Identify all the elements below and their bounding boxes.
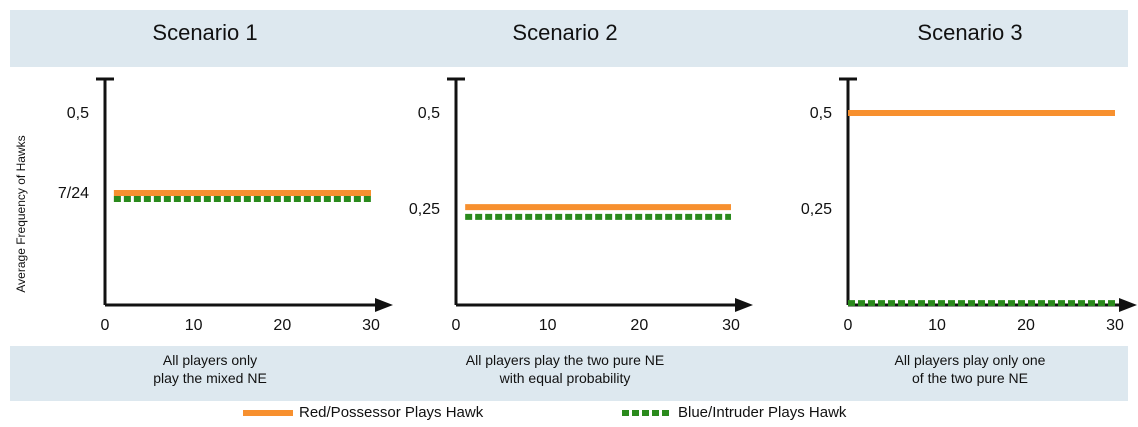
panel-title-3: Scenario 3 xyxy=(917,20,1023,45)
panel-title-1: Scenario 1 xyxy=(152,20,258,45)
x-tick-label: 10 xyxy=(539,317,557,334)
x-tick-label: 20 xyxy=(273,317,291,334)
legend-label-red: Red/Possessor Plays Hawk xyxy=(299,404,484,421)
y-tick-label: 7/24 xyxy=(58,185,89,202)
y-tick-label: 0,5 xyxy=(810,105,832,122)
panel-caption-2: All players play the two pure NE with eq… xyxy=(395,351,735,387)
panel-caption-1: All players only play the mixed NE xyxy=(40,351,380,387)
caption-line: with equal probability xyxy=(499,370,631,386)
chart-panel-1: 0 10 20 30 7/24 0,5 xyxy=(58,77,393,334)
legend: Red/Possessor Plays Hawk Blue/Intruder P… xyxy=(0,404,1138,427)
y-tick-label: 0,25 xyxy=(801,201,832,218)
chart-panel-2: 0 10 20 30 0,25 0,5 xyxy=(409,77,753,334)
legend-item-red: Red/Possessor Plays Hawk xyxy=(243,404,483,421)
x-tick-label: 30 xyxy=(362,317,380,334)
legend-swatch-green xyxy=(622,409,672,416)
title-band xyxy=(10,10,1128,67)
x-tick-label: 30 xyxy=(722,317,740,334)
chart-panel-3: 0 10 20 30 0,25 0,5 xyxy=(801,77,1137,334)
x-tick-label: 20 xyxy=(1017,317,1035,334)
x-tick-label: 10 xyxy=(928,317,946,334)
caption-line: All players only xyxy=(162,352,258,368)
x-tick-label: 20 xyxy=(630,317,648,334)
caption-line: All players play only one xyxy=(894,352,1046,368)
x-tick-label: 10 xyxy=(185,317,203,334)
x-tick-label: 0 xyxy=(844,317,853,334)
y-tick-label: 0,5 xyxy=(67,105,89,122)
x-tick-label: 30 xyxy=(1106,317,1124,334)
legend-item-green: Blue/Intruder Plays Hawk xyxy=(622,404,846,421)
y-tick-label: 0,25 xyxy=(409,201,440,218)
x-tick-label: 0 xyxy=(101,317,110,334)
caption-line: play the mixed NE xyxy=(153,370,267,386)
legend-label-green: Blue/Intruder Plays Hawk xyxy=(678,404,847,421)
caption-band xyxy=(10,346,1128,401)
x-axis-arrow xyxy=(1119,298,1137,312)
x-axis-arrow xyxy=(375,298,393,312)
y-tick-label: 0,5 xyxy=(418,105,440,122)
x-axis-arrow xyxy=(735,298,753,312)
x-tick-label: 0 xyxy=(452,317,461,334)
panel-title-2: Scenario 2 xyxy=(512,20,618,45)
caption-line: All players play the two pure NE xyxy=(465,352,665,368)
caption-line: of the two pure NE xyxy=(912,370,1028,386)
legend-swatch-red xyxy=(243,409,293,416)
panel-caption-3: All players play only one of the two pur… xyxy=(800,351,1138,387)
